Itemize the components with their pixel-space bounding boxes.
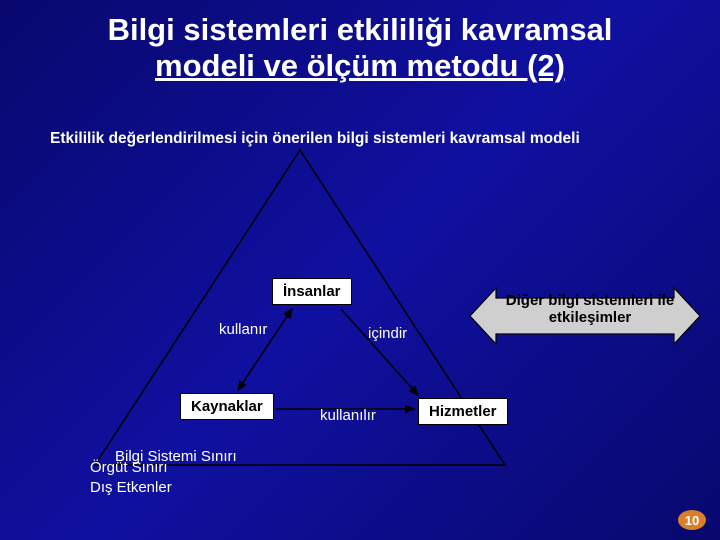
boundary-labels: Örgüt Sınırı Dış Etkenler xyxy=(90,458,172,499)
interactions-arrow-label: Diğer bilgi sistemleri ile etkileşimler xyxy=(492,292,688,327)
node-kaynaklar-label: Kaynaklar xyxy=(191,398,263,415)
edge-label-icindir: içindir xyxy=(368,325,407,342)
interactions-label-line1: Diğer bilgi sistemleri ile xyxy=(506,292,674,309)
page-number: 10 xyxy=(685,513,699,528)
edge-label-kullanilir: kullanılır xyxy=(320,407,376,424)
node-hizmetler-label: Hizmetler xyxy=(429,403,497,420)
interactions-label-line2: etkileşimler xyxy=(549,309,632,326)
node-hizmetler: Hizmetler xyxy=(418,398,508,425)
boundary-orgut: Örgüt Sınırı xyxy=(90,458,172,478)
page-number-badge: 10 xyxy=(678,510,706,530)
boundary-dis: Dış Etkenler xyxy=(90,478,172,498)
edge-label-kullanir: kullanır xyxy=(219,321,267,338)
title-line-1: Bilgi sistemleri etkililiği kavramsal xyxy=(108,12,613,47)
node-kaynaklar: Kaynaklar xyxy=(180,393,274,420)
title-line-2: modeli ve ölçüm metodu (2) xyxy=(155,48,565,83)
diagram-stage: İnsanlar Kaynaklar Hizmetler kullanır iç… xyxy=(0,120,720,500)
node-insanlar: İnsanlar xyxy=(272,278,352,305)
slide-title: Bilgi sistemleri etkililiği kavramsal mo… xyxy=(0,0,720,87)
node-insanlar-label: İnsanlar xyxy=(283,283,341,300)
